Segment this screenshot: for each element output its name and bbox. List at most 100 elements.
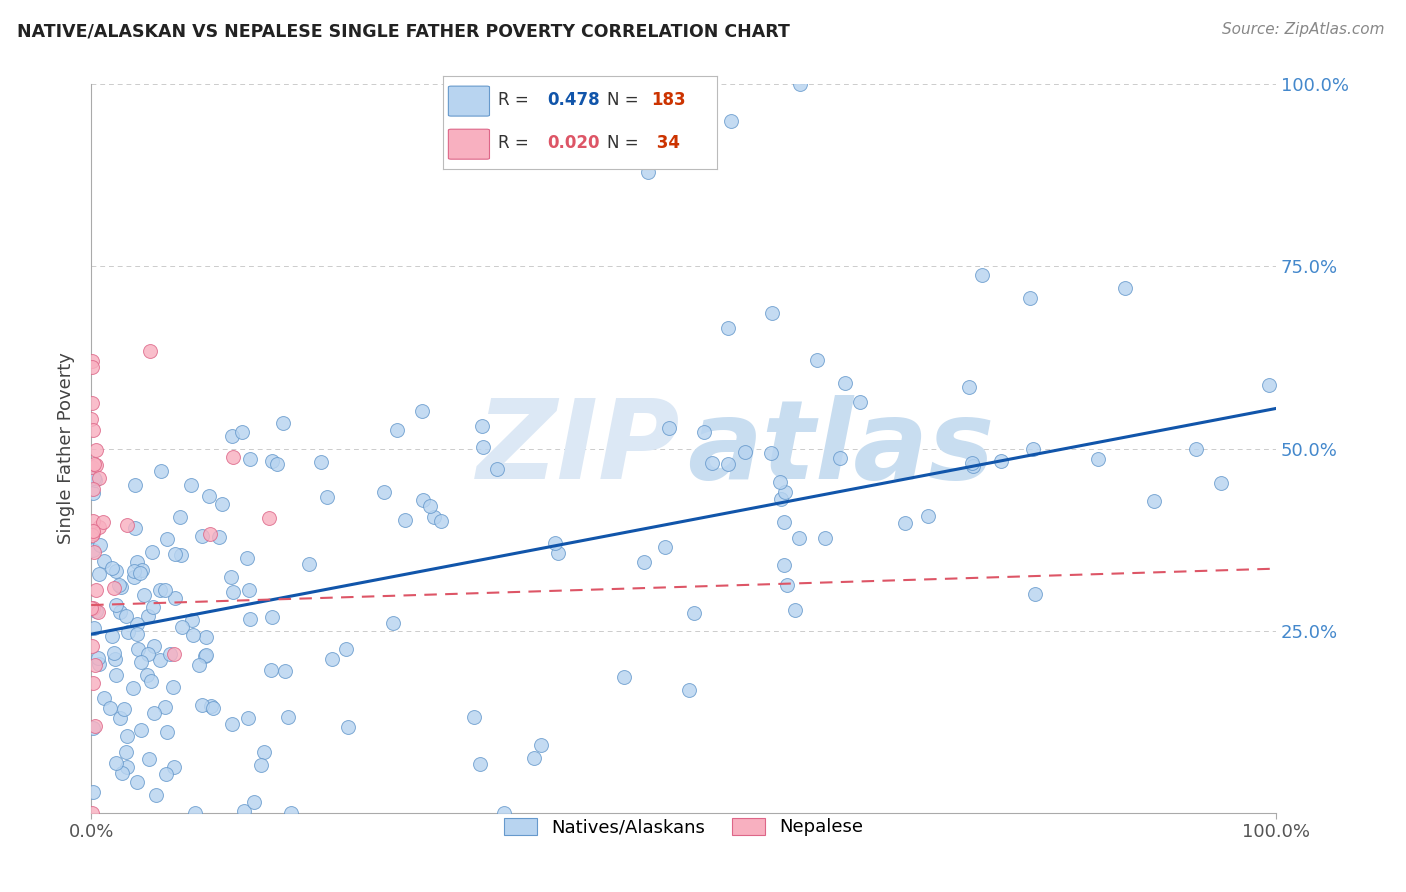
- Point: [127, 556, 149, 570]
- Point: [1021, 442, 1043, 457]
- Point: [82, 524, 104, 538]
- Text: 183: 183: [651, 91, 686, 109]
- Point: [80, 396, 103, 410]
- Point: [602, 128, 624, 143]
- Point: [394, 513, 416, 527]
- Point: [262, 609, 284, 624]
- Point: [200, 698, 222, 713]
- Point: [127, 642, 149, 657]
- Point: [849, 394, 872, 409]
- Point: [789, 78, 811, 92]
- Point: [184, 805, 207, 820]
- Point: [103, 581, 125, 595]
- Point: [82, 485, 104, 500]
- Point: [253, 745, 276, 759]
- Point: [125, 616, 148, 631]
- FancyBboxPatch shape: [449, 87, 489, 116]
- Point: [114, 745, 136, 759]
- Point: [103, 646, 125, 660]
- Point: [104, 651, 127, 665]
- Point: [385, 423, 408, 437]
- Point: [172, 620, 194, 634]
- Point: [734, 444, 756, 458]
- Point: [309, 455, 332, 469]
- Point: [142, 639, 165, 653]
- Point: [82, 525, 104, 540]
- Point: [770, 491, 793, 506]
- FancyBboxPatch shape: [449, 129, 489, 159]
- Point: [190, 698, 212, 712]
- Point: [274, 664, 297, 678]
- Point: [163, 647, 186, 661]
- Point: [82, 359, 104, 374]
- Point: [82, 514, 104, 528]
- Point: [150, 464, 173, 478]
- Point: [105, 667, 128, 681]
- Point: [411, 404, 433, 418]
- Point: [190, 529, 212, 543]
- Point: [250, 758, 273, 772]
- Point: [136, 647, 159, 661]
- Point: [678, 683, 700, 698]
- Point: [195, 630, 218, 644]
- Point: [104, 564, 127, 578]
- Point: [83, 471, 105, 485]
- Point: [412, 493, 434, 508]
- Point: [198, 527, 221, 541]
- Point: [115, 518, 138, 533]
- Y-axis label: Single Father Poverty: Single Father Poverty: [58, 352, 75, 544]
- Point: [335, 642, 357, 657]
- Point: [124, 521, 146, 535]
- Point: [91, 516, 114, 530]
- Point: [84, 719, 107, 733]
- Point: [122, 564, 145, 578]
- Point: [125, 774, 148, 789]
- Point: [468, 756, 491, 771]
- Point: [153, 700, 176, 714]
- Point: [142, 706, 165, 721]
- Point: [776, 577, 799, 591]
- Point: [169, 509, 191, 524]
- Point: [162, 680, 184, 694]
- Point: [1209, 475, 1232, 490]
- Point: [957, 379, 980, 393]
- Point: [1114, 281, 1136, 295]
- Text: NATIVE/ALASKAN VS NEPALESE SINGLE FATHER POVERTY CORRELATION CHART: NATIVE/ALASKAN VS NEPALESE SINGLE FATHER…: [17, 22, 790, 40]
- Point: [139, 674, 162, 689]
- Point: [107, 578, 129, 592]
- Point: [700, 456, 723, 470]
- Point: [772, 515, 794, 529]
- Text: R =: R =: [498, 135, 534, 153]
- Point: [970, 268, 993, 282]
- Point: [165, 547, 187, 561]
- Point: [761, 306, 783, 320]
- Point: [84, 583, 107, 598]
- Point: [87, 471, 110, 485]
- Point: [463, 710, 485, 724]
- Point: [84, 443, 107, 458]
- Point: [221, 429, 243, 443]
- Point: [82, 423, 104, 437]
- Point: [82, 676, 104, 690]
- Text: Source: ZipAtlas.com: Source: ZipAtlas.com: [1222, 22, 1385, 37]
- Point: [960, 456, 983, 470]
- Point: [381, 616, 404, 631]
- Point: [142, 600, 165, 615]
- Point: [87, 605, 110, 619]
- Point: [233, 804, 256, 818]
- Point: [198, 489, 221, 503]
- Point: [419, 499, 441, 513]
- Point: [717, 320, 740, 334]
- Point: [654, 540, 676, 554]
- Point: [163, 760, 186, 774]
- Point: [129, 655, 152, 669]
- Point: [373, 485, 395, 500]
- Text: 0.020: 0.020: [547, 135, 599, 153]
- Point: [181, 628, 204, 642]
- Point: [990, 454, 1012, 468]
- Point: [769, 475, 792, 489]
- Point: [87, 520, 110, 534]
- Point: [145, 788, 167, 802]
- Point: [485, 462, 508, 476]
- Point: [83, 621, 105, 635]
